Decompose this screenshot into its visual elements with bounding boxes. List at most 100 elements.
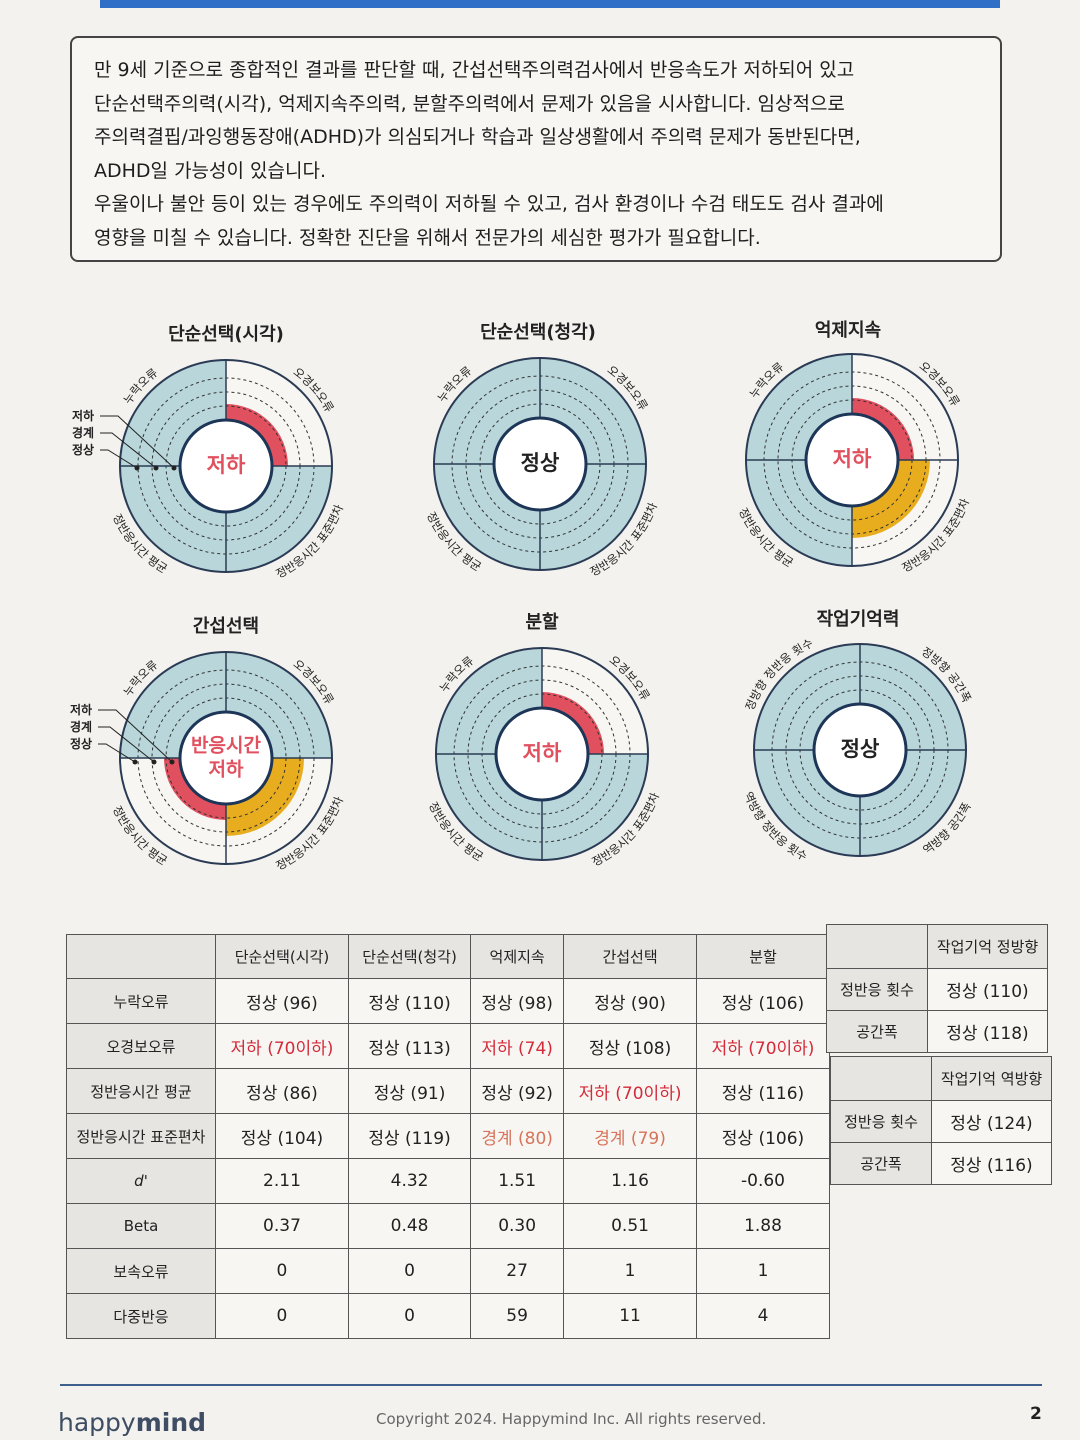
- column-header: 단순선택(시각): [215, 934, 349, 979]
- summary-box: 만 9세 기준으로 종합적인 결과를 판단할 때, 간섭선택주의력검사에서 반응…: [70, 36, 1002, 262]
- table-cell: 정상 (86): [215, 1068, 349, 1114]
- row-label: 정반응시간 평균: [66, 1068, 216, 1114]
- radar-center-label: 저하: [209, 759, 244, 781]
- table-cell: 정상 (91): [347, 1068, 472, 1114]
- table-cell: 0: [347, 1293, 472, 1339]
- table-cell: 정상 (116): [696, 1068, 830, 1114]
- row-label: Beta: [66, 1203, 216, 1249]
- table-row: 보속오류 0 0 27 1 1: [66, 1248, 830, 1294]
- row-label: 오경보오류: [66, 1023, 216, 1069]
- radar-center: [178, 418, 274, 514]
- radar-center-label: 반응시간: [191, 735, 261, 757]
- wm-forward-table: 작업기억 정방향 정반응 횟수 정상 (110) 공간폭 정상 (118): [826, 924, 1048, 1053]
- table-cell: 정상 (90): [563, 978, 698, 1024]
- radar-center: [494, 706, 590, 802]
- table-cell: 4.32: [347, 1158, 472, 1204]
- summary-line: 만 9세 기준으로 종합적인 결과를 판단할 때, 간섭선택주의력검사에서 반응…: [94, 59, 855, 81]
- table-cell: 정상 (98): [470, 978, 565, 1024]
- radar-segment-tr: [542, 648, 648, 754]
- summary-line: 단순선택주의력(시각), 억제지속주의력, 분할주의력에서 문제가 있음을 시사…: [94, 92, 845, 115]
- table-cell: 경계 (79): [563, 1113, 698, 1159]
- radar-center-label: 정상: [521, 451, 560, 475]
- scale-key-border: 경계: [70, 720, 93, 734]
- table-cell: 27: [470, 1248, 565, 1294]
- radar-segment-tr: [540, 358, 646, 464]
- column-header: 단순선택(청각): [347, 934, 472, 979]
- table-row: 누락오류 정상 (96) 정상 (110) 정상 (98) 정상 (90) 정상 (106…: [66, 978, 830, 1024]
- table-cell: 정상 (108): [563, 1023, 698, 1069]
- row-label: 정반응 횟수: [826, 968, 928, 1011]
- table-cell: 저하 (74): [470, 1023, 565, 1069]
- table-cell: 4: [696, 1293, 830, 1339]
- scale-key-low: 저하: [70, 703, 93, 717]
- table-cell: 정상 (106): [696, 978, 830, 1024]
- column-header: 작업기억 정방향: [927, 924, 1048, 969]
- table-cell: 59: [470, 1293, 565, 1339]
- radar-level-border: [226, 758, 304, 836]
- table-cell: 정상 (124): [931, 1100, 1052, 1143]
- radar-level-low: [226, 404, 288, 466]
- radar-segment-tr: [226, 360, 332, 466]
- radar-center: [178, 710, 274, 806]
- radar-segment-br: [540, 464, 646, 570]
- radar-segment-bl: [120, 758, 226, 864]
- radar-outline: [435, 647, 649, 861]
- radar-segment-tr: [226, 652, 332, 758]
- radar-segment-br: [860, 750, 966, 856]
- row-label: 다중반응: [66, 1293, 216, 1339]
- chart-title-working-memory: 작업기억력: [816, 609, 900, 630]
- column-header: 작업기억 역방향: [931, 1056, 1052, 1101]
- scale-key: 저하 경계 정상: [70, 702, 92, 753]
- radar-level-border: [852, 460, 930, 538]
- chart-title-divided: 분할: [525, 612, 559, 633]
- table-cell: 저하 (70이하): [696, 1023, 830, 1069]
- radar-segment-bl: [754, 750, 860, 856]
- table-cell: 정상 (116): [931, 1142, 1052, 1185]
- radar-segment-tl: [434, 358, 540, 464]
- radar-center: [804, 412, 900, 508]
- radar-segment-br: [542, 754, 648, 860]
- scale-key: 저하 경계 정상: [72, 408, 94, 459]
- results-table: 단순선택(시각) 단순선택(청각) 억제지속 간섭선택 분할 누락오류 정상 (9…: [66, 934, 830, 1339]
- table-cell: 정상 (119): [347, 1113, 472, 1159]
- table-row: 정반응시간 표준편차 정상 (104) 정상 (119) 경계 (80) 경계 (79)…: [66, 1113, 830, 1159]
- top-accent-bar: [100, 0, 1000, 8]
- radar-segment-bl: [434, 464, 540, 570]
- table-cell: 정상 (104): [215, 1113, 349, 1159]
- scale-key-border: 경계: [72, 426, 95, 440]
- table-row: 정반응시간 평균 정상 (86) 정상 (91) 정상 (92) 저하 (70이하) 정상…: [66, 1068, 830, 1114]
- scale-key-normal: 정상: [72, 443, 95, 457]
- radar-segment-br: [226, 466, 332, 572]
- table-cell: 정상 (110): [927, 968, 1048, 1011]
- logo-light: happy: [58, 1408, 136, 1437]
- table-cell: 정상 (96): [215, 978, 349, 1024]
- table-cell: 저하 (70이하): [563, 1068, 698, 1114]
- radar-center-label: 정상: [841, 737, 880, 761]
- row-label: 정반응 횟수: [830, 1100, 932, 1143]
- radar-level-low: [852, 398, 914, 460]
- radar-segment-tl: [436, 648, 542, 754]
- row-label: d': [66, 1158, 216, 1204]
- table-cell: 저하 (70이하): [215, 1023, 349, 1069]
- summary-line: 영향을 미칠 수 있습니다. 정확한 진단을 위해서 전문가의 세심한 평가가 …: [94, 226, 761, 249]
- table-cell: 정상 (113): [347, 1023, 472, 1069]
- radar-center-label: 저하: [833, 447, 872, 471]
- radar-segment-bl: [120, 466, 226, 572]
- table-cell: 0.51: [563, 1203, 698, 1249]
- table-cell: 0: [215, 1293, 349, 1339]
- table-cell: 0: [215, 1248, 349, 1294]
- table-cell: 정상 (110): [347, 978, 472, 1024]
- table-cell: 1.16: [563, 1158, 698, 1204]
- radar-center: [812, 702, 908, 798]
- row-label: 보속오류: [66, 1248, 216, 1294]
- table-row: 오경보오류 저하 (70이하) 정상 (113) 저하 (74) 정상 (108) 저하 …: [66, 1023, 830, 1069]
- copyright-text: Copyright 2024. Happymind Inc. All right…: [376, 1410, 767, 1428]
- table-corner: [830, 1056, 932, 1101]
- chart-title-interference: 간섭선택: [192, 616, 260, 637]
- radar-outline: [433, 357, 647, 571]
- table-cell: 1.51: [470, 1158, 565, 1204]
